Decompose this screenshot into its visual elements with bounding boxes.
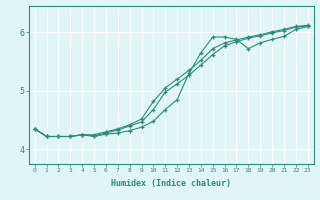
X-axis label: Humidex (Indice chaleur): Humidex (Indice chaleur) [111, 179, 231, 188]
